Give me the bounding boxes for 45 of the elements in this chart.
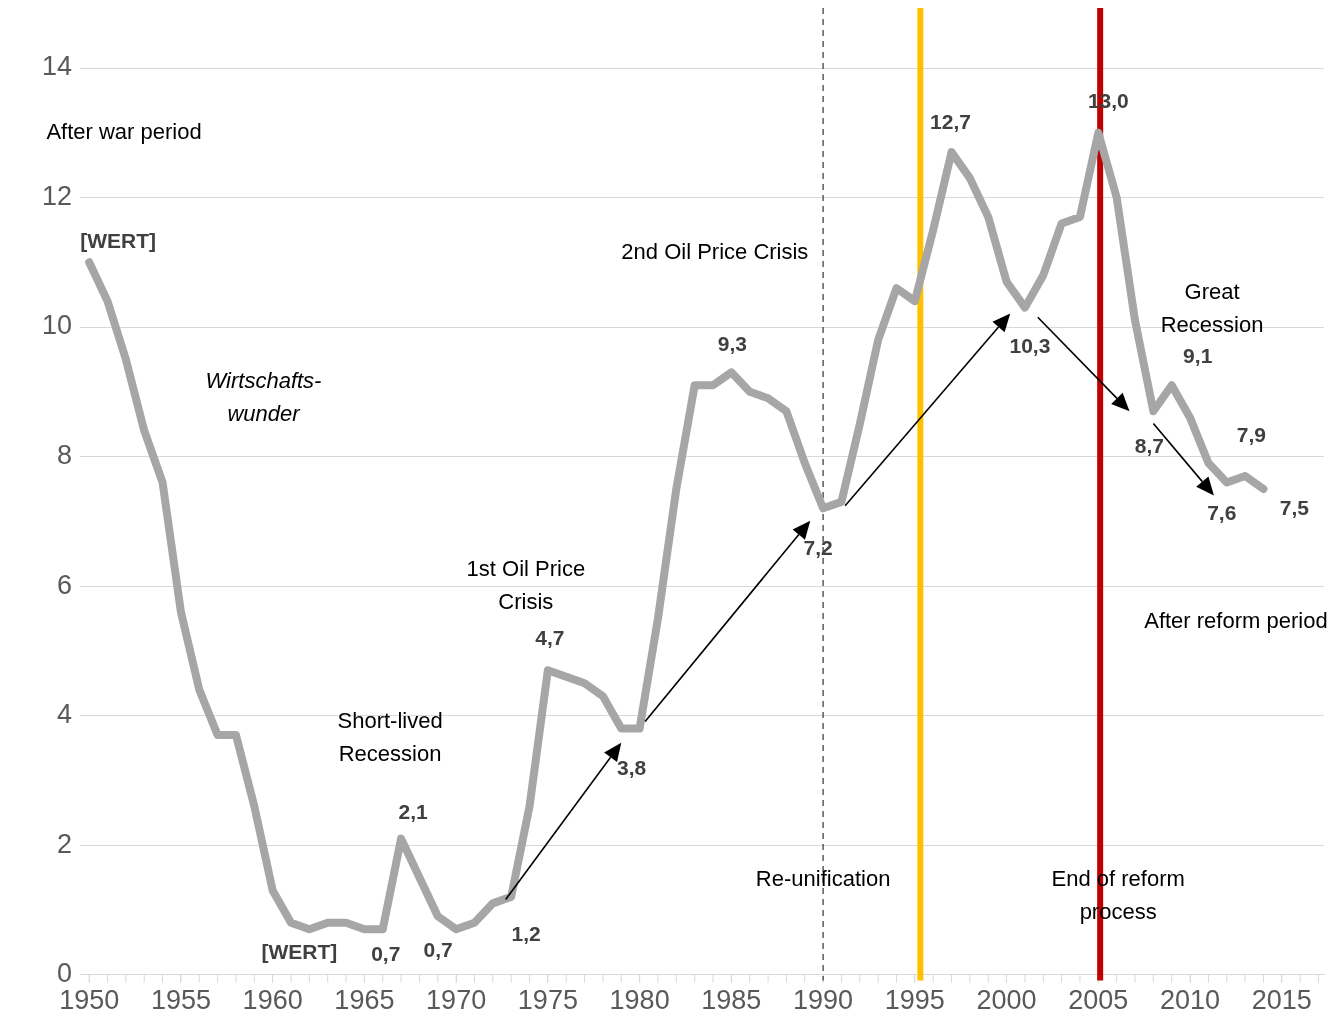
annotation: Great Recession — [1160, 279, 1264, 338]
x-tick-label: 1980 — [609, 985, 670, 1016]
x-tick-label: 1995 — [884, 985, 945, 1016]
x-tick-label: 1965 — [334, 985, 395, 1016]
y-tick-label: 6 — [56, 569, 72, 600]
data-label: 9,1 — [1183, 344, 1213, 368]
ref-line-label: Re-unification — [755, 865, 891, 891]
annotation: After war period — [46, 118, 202, 144]
data-label: 1,2 — [511, 921, 541, 945]
data-label: 7,9 — [1236, 422, 1267, 446]
data-label: 8,7 — [1134, 434, 1164, 458]
data-label: 10,3 — [1009, 334, 1051, 358]
annotation: 2nd Oil Price Crisis — [621, 238, 809, 264]
x-tick-label: 1990 — [793, 985, 854, 1016]
x-tick-label: 1960 — [242, 985, 303, 1016]
y-tick-label: 14 — [41, 51, 72, 82]
data-label: 2,1 — [398, 800, 428, 824]
x-tick-label: 2000 — [976, 985, 1037, 1016]
data-label: 7,2 — [803, 536, 833, 560]
data-label: 9,3 — [717, 332, 747, 356]
x-tick-label: 2005 — [1068, 985, 1129, 1016]
data-label: 7,6 — [1207, 501, 1237, 525]
data-label: 7,5 — [1279, 495, 1310, 519]
y-tick-label: 2 — [56, 828, 72, 859]
annotation: Short-lived Recession — [337, 707, 443, 766]
data-label: 0,7 — [423, 938, 453, 962]
annotation: After reform period — [1144, 608, 1328, 634]
x-tick-label: 1975 — [517, 985, 578, 1016]
data-label: 0,7 — [371, 942, 401, 966]
y-tick-label: 8 — [56, 440, 72, 470]
x-tick-label: 1955 — [150, 985, 211, 1016]
x-tick-label: 1985 — [701, 985, 762, 1016]
y-tick-label: 12 — [41, 180, 72, 211]
y-tick-label: 10 — [41, 310, 72, 341]
x-tick-label: 1970 — [426, 985, 487, 1016]
annotation: Wirtschafts- wunder — [205, 367, 322, 426]
data-label: [WERT] — [80, 229, 157, 253]
data-label: 4,7 — [535, 626, 565, 650]
x-tick-label: 2015 — [1251, 985, 1312, 1016]
data-label: 12,7 — [930, 109, 971, 133]
data-label: [WERT] — [261, 940, 338, 964]
annotation: 1st Oil Price Crisis — [466, 555, 586, 614]
data-label: 3,8 — [617, 756, 647, 780]
x-tick-label: 2010 — [1160, 985, 1221, 1016]
y-tick-label: 4 — [56, 699, 72, 730]
